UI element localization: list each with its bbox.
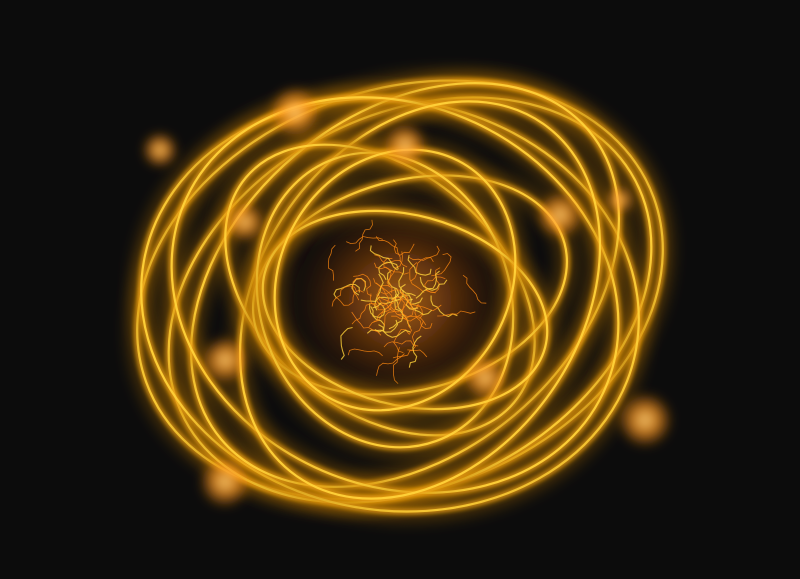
nucleus-filament <box>430 295 458 318</box>
electron <box>383 123 427 167</box>
nucleus-filament <box>327 244 336 281</box>
nucleus-filament <box>400 292 424 320</box>
nucleus-filament <box>408 245 440 261</box>
nucleus-filament <box>380 289 410 306</box>
nucleus-filament <box>398 296 414 318</box>
nucleus-filament <box>410 257 434 282</box>
nucleus-filament <box>375 236 401 263</box>
orbit-ring <box>170 96 620 494</box>
nucleus-filament <box>391 315 427 326</box>
nucleus-filament <box>437 310 476 317</box>
nucleus-filament <box>376 353 405 376</box>
nucleus <box>295 205 505 395</box>
nucleus-filament <box>333 283 360 299</box>
electron <box>536 191 584 239</box>
nucleus-filament <box>340 326 353 360</box>
nucleus-filament <box>374 273 384 311</box>
electron <box>617 392 673 448</box>
nucleus-filament <box>369 245 398 271</box>
nucleus-filament <box>388 298 404 330</box>
orbit-rings <box>126 69 674 523</box>
nucleus-filament <box>392 347 400 384</box>
nucleus-filament <box>368 301 396 327</box>
nucleus-filament <box>351 311 382 336</box>
electron <box>142 132 178 168</box>
nucleus-filament <box>331 285 357 307</box>
nucleus-filament <box>462 274 487 304</box>
nucleus-filaments <box>327 219 487 384</box>
nucleus-filament <box>378 261 399 281</box>
nucleus-filament <box>369 302 386 318</box>
nucleus-filament <box>374 254 408 268</box>
electrons <box>142 86 673 508</box>
nucleus-filament <box>409 262 425 293</box>
nucleus-filament <box>415 279 448 299</box>
electron <box>463 356 507 400</box>
nucleus-filament <box>408 335 422 368</box>
nucleus-filament <box>405 298 433 316</box>
nucleus-filament <box>393 239 415 256</box>
electron <box>201 336 249 384</box>
nucleus-filament <box>398 267 416 297</box>
nucleus-filament <box>370 306 385 333</box>
nucleus-filament <box>431 253 452 277</box>
nucleus-filament <box>376 294 406 313</box>
nucleus-filament <box>407 254 432 276</box>
nucleus-filament <box>355 219 373 252</box>
nucleus-filament <box>336 289 364 306</box>
nucleus-filament <box>400 299 412 335</box>
nucleus-filament <box>353 273 373 297</box>
electron <box>606 186 634 214</box>
nucleus-filament <box>346 236 383 245</box>
nucleus-filament <box>392 349 428 359</box>
electron <box>269 86 321 138</box>
nucleus-filament <box>351 302 380 325</box>
nucleus-filament <box>393 328 410 353</box>
nucleus-filament <box>419 270 440 290</box>
electron <box>199 456 251 508</box>
nucleus-filament <box>377 284 393 303</box>
nucleus-filament <box>369 293 394 311</box>
electron <box>225 202 265 242</box>
orbit-ring <box>273 148 517 412</box>
nucleus-filament <box>352 277 367 301</box>
nucleus-filament <box>347 348 383 357</box>
nucleus-filament <box>386 269 400 301</box>
nucleus-filament <box>383 340 419 348</box>
nucleus-filament <box>372 289 404 309</box>
nucleus-filament <box>414 303 433 330</box>
nucleus-filament <box>378 324 411 338</box>
nucleus-filament <box>405 304 442 312</box>
